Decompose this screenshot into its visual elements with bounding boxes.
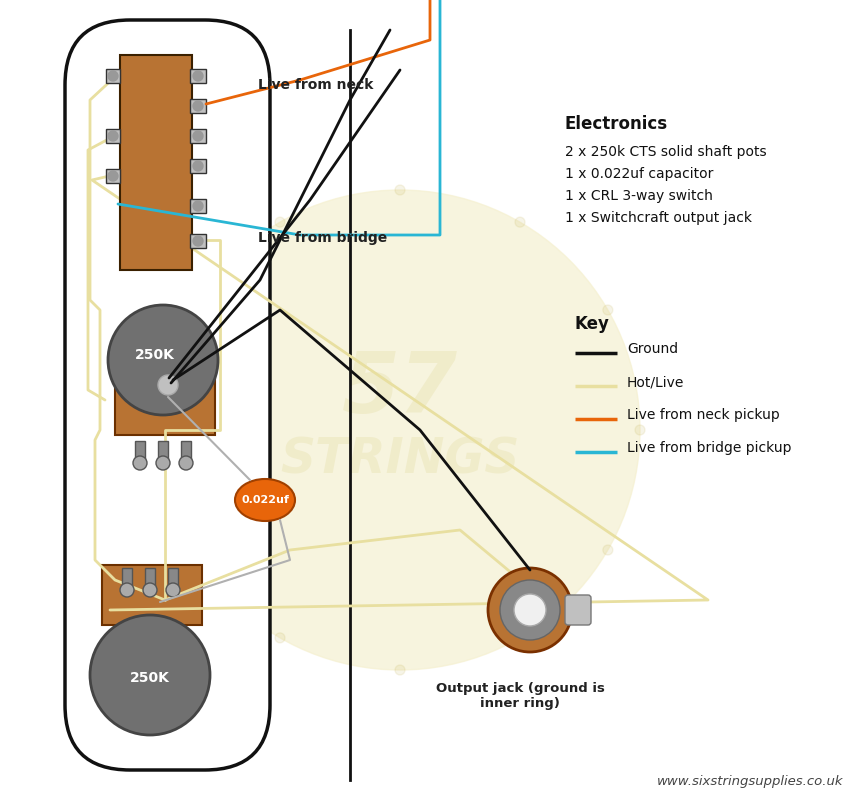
Text: 1 x 0.022uf capacitor: 1 x 0.022uf capacitor — [565, 167, 713, 181]
Circle shape — [193, 101, 203, 111]
Text: Live from bridge pickup: Live from bridge pickup — [627, 441, 791, 455]
Circle shape — [108, 305, 218, 415]
Circle shape — [166, 583, 180, 597]
Circle shape — [90, 615, 210, 735]
Circle shape — [158, 375, 178, 395]
Circle shape — [179, 456, 193, 470]
Circle shape — [143, 583, 157, 597]
Circle shape — [156, 456, 170, 470]
Circle shape — [275, 217, 285, 227]
Circle shape — [515, 217, 525, 227]
Circle shape — [108, 131, 118, 141]
Circle shape — [500, 580, 560, 640]
Bar — [190, 159, 206, 173]
Bar — [102, 565, 202, 625]
Circle shape — [395, 185, 405, 195]
Text: 0.022uf: 0.022uf — [241, 495, 289, 505]
Circle shape — [187, 545, 197, 555]
Circle shape — [193, 236, 203, 246]
Circle shape — [193, 131, 203, 141]
Text: 1 x Switchcraft output jack: 1 x Switchcraft output jack — [565, 211, 752, 225]
Bar — [181, 441, 191, 463]
Text: 57: 57 — [342, 350, 458, 430]
Bar — [158, 441, 168, 463]
Text: STRINGS: STRINGS — [280, 436, 520, 484]
Bar — [120, 55, 192, 270]
Bar — [106, 69, 120, 83]
Circle shape — [193, 201, 203, 211]
Circle shape — [488, 568, 572, 652]
Circle shape — [160, 190, 640, 670]
Circle shape — [515, 633, 525, 643]
Text: 250K: 250K — [135, 348, 175, 362]
Text: 250K: 250K — [130, 671, 170, 685]
Bar — [190, 199, 206, 213]
Bar — [106, 169, 120, 183]
Bar — [135, 441, 145, 463]
Text: Live from neck: Live from neck — [258, 78, 374, 92]
Bar — [190, 129, 206, 143]
Circle shape — [603, 545, 613, 555]
Text: Live from neck pickup: Live from neck pickup — [627, 408, 780, 422]
Text: 1 x CRL 3-way switch: 1 x CRL 3-way switch — [565, 189, 713, 203]
Bar — [106, 129, 120, 143]
Circle shape — [108, 171, 118, 181]
Circle shape — [193, 161, 203, 171]
Bar — [122, 568, 132, 590]
Bar — [115, 365, 215, 435]
Text: Hot/Live: Hot/Live — [627, 375, 684, 389]
Bar — [168, 568, 178, 590]
Bar — [145, 568, 155, 590]
FancyBboxPatch shape — [65, 20, 270, 770]
Ellipse shape — [235, 479, 295, 521]
Text: 2 x 250k CTS solid shaft pots: 2 x 250k CTS solid shaft pots — [565, 145, 767, 159]
Circle shape — [108, 71, 118, 81]
Circle shape — [187, 305, 197, 315]
Circle shape — [193, 71, 203, 81]
Circle shape — [395, 665, 405, 675]
Circle shape — [155, 425, 165, 435]
Text: Electronics: Electronics — [565, 115, 668, 133]
Circle shape — [120, 583, 134, 597]
Circle shape — [133, 456, 147, 470]
Circle shape — [603, 305, 613, 315]
Circle shape — [635, 425, 645, 435]
Text: www.sixstringsupplies.co.uk: www.sixstringsupplies.co.uk — [656, 775, 843, 788]
Text: Ground: Ground — [627, 342, 678, 356]
Text: Output jack (ground is
inner ring): Output jack (ground is inner ring) — [436, 682, 604, 710]
Circle shape — [514, 594, 546, 626]
Text: Key: Key — [575, 315, 610, 333]
Text: Live from bridge: Live from bridge — [258, 231, 387, 245]
Circle shape — [275, 633, 285, 643]
Bar — [190, 69, 206, 83]
Bar — [190, 234, 206, 248]
Bar — [190, 99, 206, 113]
FancyBboxPatch shape — [565, 595, 591, 625]
